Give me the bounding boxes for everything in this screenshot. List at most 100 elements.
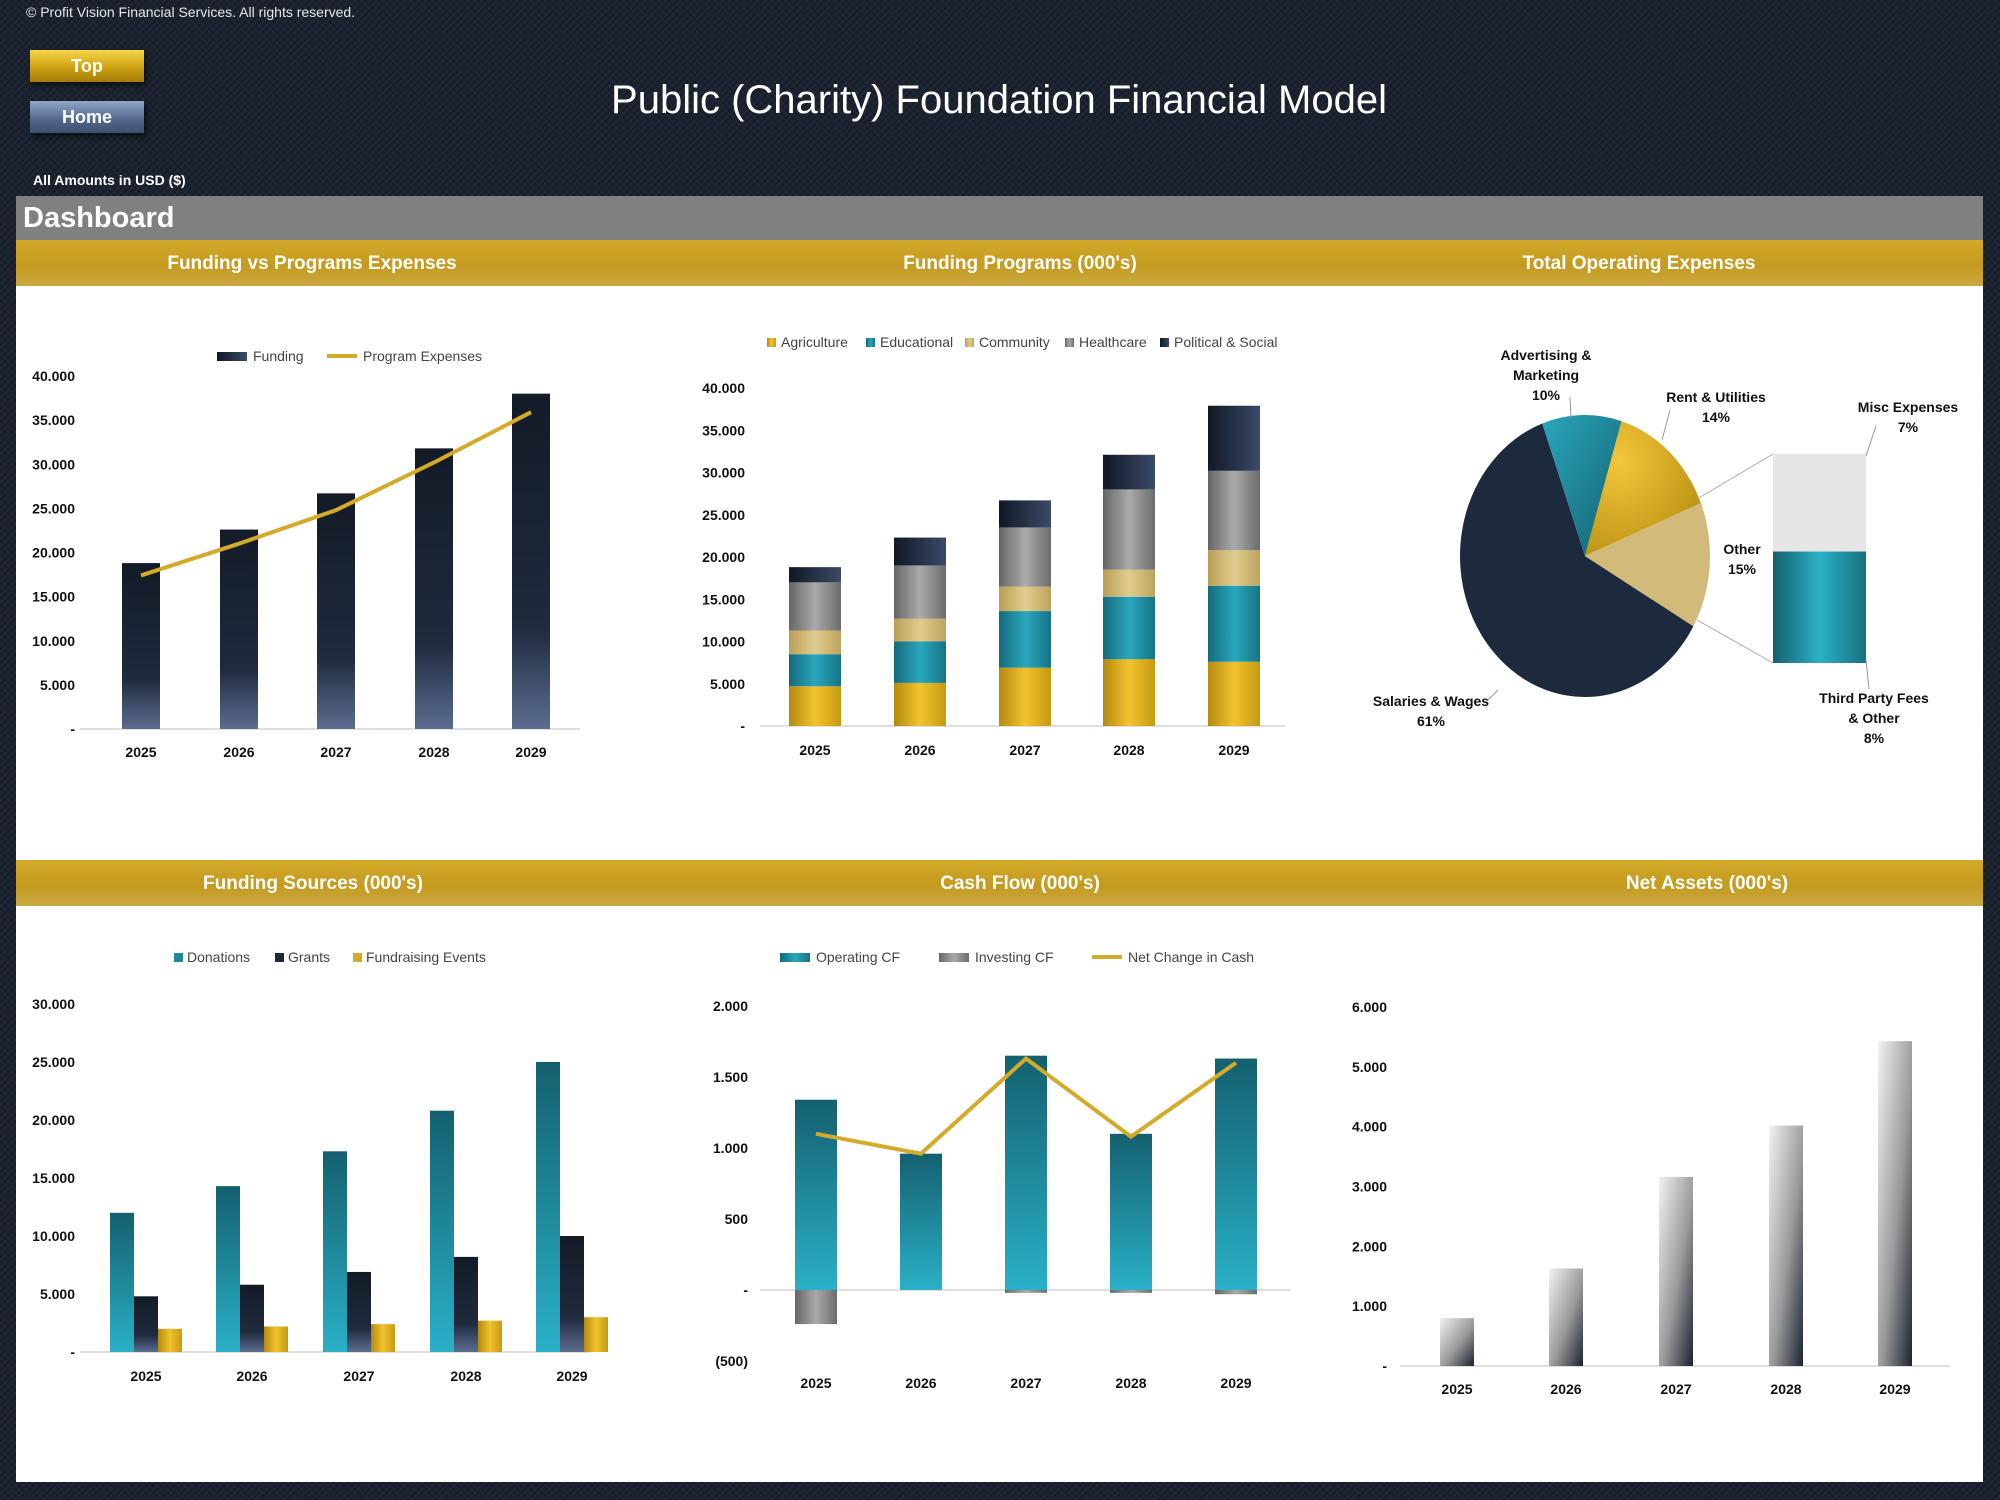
- cf-ytick-label-1: -: [743, 1282, 748, 1298]
- fvp-funding-bar: [122, 563, 160, 729]
- fp-legend-political-label: Political & Social: [1174, 334, 1278, 350]
- fs-legend-fundraising-label: Fundraising Events: [366, 949, 486, 965]
- fs-legend-grants-swatch: [275, 953, 284, 962]
- fp-bar-segment: [789, 686, 841, 726]
- chart-title-funding-vs-programs: Funding vs Programs Expenses: [167, 253, 457, 274]
- pie-slice-advertising-marketing: [1542, 414, 1622, 556]
- fs-xtick-label-2: 2027: [343, 1368, 374, 1384]
- fs-bar: [323, 1151, 347, 1352]
- fp-ytick-label-2: 10.000: [702, 634, 745, 650]
- fs-ytick-label-0: -: [70, 1344, 75, 1360]
- na-ytick-label-3: 3.000: [1352, 1179, 1387, 1195]
- fp-legend-educational-label: Educational: [880, 334, 953, 350]
- cf-legend-operating-swatch: [780, 953, 810, 962]
- fvp-xtick-label-1: 2026: [223, 744, 254, 760]
- fp-bar-segment: [894, 618, 946, 642]
- fp-legend-educational-swatch: [866, 338, 875, 347]
- fs-bar: [536, 1062, 560, 1352]
- fs-ytick-label-1: 5.000: [40, 1286, 75, 1302]
- pie-label-advertising-marketing: Advertising & Marketing 10%: [1500, 347, 1591, 403]
- fvp-program-expenses-line: [140, 410, 532, 578]
- fs-bar: [430, 1110, 454, 1352]
- pie-leader-misc: [1865, 425, 1877, 457]
- na-ytick-label-1: 1.000: [1352, 1298, 1387, 1314]
- na-xtick-label-4: 2029: [1879, 1381, 1910, 1397]
- fp-xtick-label-3: 2028: [1113, 742, 1144, 758]
- fs-bar: [347, 1271, 371, 1352]
- cf-operating-bar: [795, 1099, 837, 1290]
- cf-xtick-label-4: 2029: [1220, 1375, 1251, 1391]
- fvp-xtick-label-2: 2027: [320, 744, 351, 760]
- chart-title-cash-flow: Cash Flow (000's): [940, 873, 1100, 894]
- fvp-legend-program-label: Program Expenses: [363, 348, 482, 364]
- pie-label-salaries-wages: Salaries & Wages 61%: [1373, 693, 1489, 729]
- cf-legend-net-label: Net Change in Cash: [1128, 949, 1254, 965]
- fs-bar: [240, 1284, 264, 1352]
- fp-bar-segment: [1208, 585, 1260, 662]
- fp-bar-segment: [789, 567, 841, 583]
- fp-xtick-label-0: 2025: [799, 742, 830, 758]
- fs-xtick-label-3: 2028: [450, 1368, 481, 1384]
- fs-ytick-label-2: 10.000: [32, 1228, 75, 1244]
- fp-xtick-label-1: 2026: [904, 742, 935, 758]
- cf-ytick-label-3: 1.000: [713, 1140, 748, 1156]
- fp-bar-segment: [999, 611, 1051, 668]
- page-title-wrap: Public (Charity) Foundation Financial Mo…: [0, 78, 2000, 123]
- cf-legend-investing-swatch: [939, 953, 969, 962]
- na-ytick-label-6: 6.000: [1352, 999, 1387, 1015]
- fs-legend-donations-label: Donations: [187, 949, 250, 965]
- top-button[interactable]: Top: [30, 50, 144, 82]
- fs-bar: [134, 1296, 158, 1352]
- dashboard-label: Dashboard: [23, 202, 175, 234]
- fp-bar-segment: [894, 537, 946, 566]
- chart-title-net-assets: Net Assets (000's): [1625, 873, 1789, 894]
- fp-bar-segment: [1103, 489, 1155, 570]
- cf-investing-bar: [1215, 1290, 1257, 1295]
- cf-ytick-label-4: 1.500: [713, 1069, 748, 1085]
- amounts-note: All Amounts in USD ($): [33, 172, 186, 188]
- fs-bar: [371, 1324, 395, 1352]
- fvp-ytick-label-3: 15.000: [32, 589, 75, 605]
- pie-leader-advertising: [1569, 396, 1572, 419]
- cf-investing-bar: [1005, 1290, 1047, 1293]
- fvp-ytick-label-6: 30.000: [32, 456, 75, 472]
- pie-leader-salaries: [1487, 689, 1499, 701]
- cf-xtick-label-3: 2028: [1115, 1375, 1146, 1391]
- pie-label-other: Other 15%: [1723, 541, 1761, 577]
- fvp-funding-bar: [415, 448, 453, 729]
- fs-ytick-label-6: 30.000: [32, 996, 75, 1012]
- bar-of-pie-third-party-fees: [1773, 551, 1866, 663]
- na-xtick-label-3: 2028: [1770, 1381, 1801, 1397]
- fs-ytick-label-5: 25.000: [32, 1054, 75, 1070]
- fp-bar-segment: [1208, 470, 1260, 551]
- fvp-ytick-label-0: -: [70, 721, 75, 737]
- cf-ytick-label-0: (500): [715, 1353, 748, 1369]
- cf-xtick-label-0: 2025: [800, 1375, 831, 1391]
- cf-operating-bar: [1215, 1058, 1257, 1290]
- fp-ytick-label-8: 40.000: [702, 380, 745, 396]
- fp-bar-segment: [789, 630, 841, 655]
- pie-leader-third-party: [1865, 659, 1870, 690]
- fvp-xtick-label-3: 2028: [418, 744, 449, 760]
- dashboard-header: Dashboard: [16, 196, 1983, 240]
- pie-label-third-party-fees: Third Party Fees & Other 8%: [1819, 690, 1929, 746]
- fs-bar: [478, 1320, 502, 1352]
- fvp-ytick-label-8: 40.000: [32, 368, 75, 384]
- pie-leader-rent: [1661, 409, 1671, 441]
- fp-bar-segment: [1103, 659, 1155, 726]
- fs-xtick-label-0: 2025: [130, 1368, 161, 1384]
- fs-bar: [110, 1212, 134, 1352]
- fp-bar-segment: [1103, 454, 1155, 490]
- na-bar: [1878, 1041, 1912, 1366]
- pie-slice-salaries-wages: [1459, 423, 1694, 697]
- chart-title-operating-expenses: Total Operating Expenses: [1522, 253, 1756, 274]
- home-button[interactable]: Home: [30, 101, 144, 133]
- na-bar: [1440, 1318, 1474, 1366]
- fp-ytick-label-3: 15.000: [702, 591, 745, 607]
- fs-legend-donations-swatch: [174, 953, 183, 962]
- fp-bar-segment: [999, 527, 1051, 587]
- fs-ytick-label-4: 20.000: [32, 1112, 75, 1128]
- fp-legend-community-swatch: [965, 338, 974, 347]
- fp-bar-segment: [894, 641, 946, 683]
